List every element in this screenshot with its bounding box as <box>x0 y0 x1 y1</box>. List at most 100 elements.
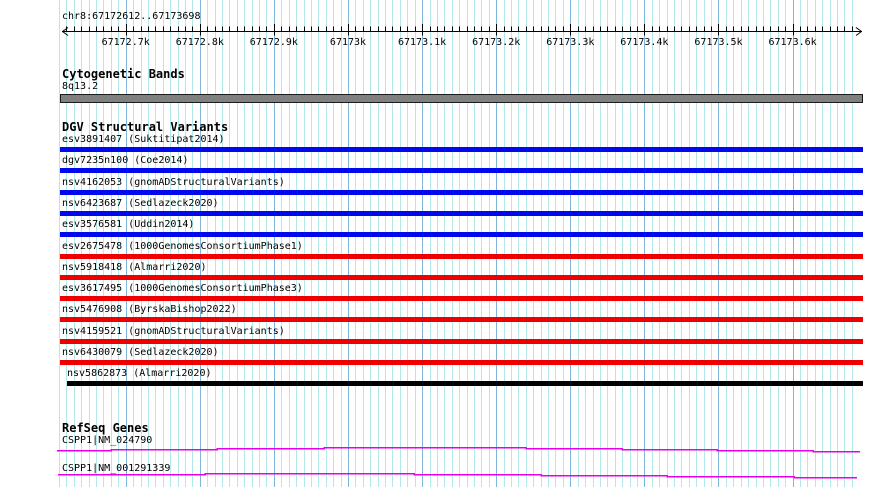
variant-bar[interactable] <box>67 381 863 386</box>
grid-minor-line <box>437 0 438 487</box>
grid-minor-line <box>192 0 193 487</box>
grid-minor-line <box>637 0 638 487</box>
grid-minor-line <box>459 0 460 487</box>
variant-bar[interactable] <box>60 232 863 237</box>
variant-label[interactable]: nsv6430079 (Sedlazeck2020) <box>62 347 219 358</box>
grid-minor-line <box>355 0 356 487</box>
grid-minor-line <box>363 0 364 487</box>
grid-major-line <box>348 0 349 487</box>
grid-minor-line <box>504 0 505 487</box>
variant-bar[interactable] <box>60 190 863 195</box>
ruler-tick-label: 67173.5k <box>694 37 743 48</box>
grid-minor-line <box>741 0 742 487</box>
ruler-right-arrow-icon <box>855 31 862 36</box>
grid-minor-line <box>296 0 297 487</box>
grid-minor-line <box>511 0 512 487</box>
variant-label[interactable]: nsv4159521 (gnomADStructuralVariants) <box>62 326 285 337</box>
grid-minor-line <box>474 0 475 487</box>
grid-minor-line <box>229 0 230 487</box>
ruler-right-arrow-icon <box>855 27 862 32</box>
grid-minor-line <box>600 0 601 487</box>
grid-minor-line <box>148 0 149 487</box>
grid-minor-line <box>467 0 468 487</box>
grid-minor-line <box>615 0 616 487</box>
grid-minor-line <box>407 0 408 487</box>
grid-minor-line <box>711 0 712 487</box>
variant-bar[interactable] <box>60 254 863 259</box>
grid-major-line <box>793 0 794 487</box>
grid-minor-line <box>341 0 342 487</box>
grid-minor-line <box>66 0 67 487</box>
grid-minor-line <box>763 0 764 487</box>
track-title-cytobands: Cytogenetic Bands <box>62 67 185 81</box>
variant-bar[interactable] <box>60 296 863 301</box>
grid-minor-line <box>733 0 734 487</box>
variant-bar[interactable] <box>60 147 863 152</box>
variant-label[interactable]: nsv5476908 (ByrskaBishop2022) <box>62 304 237 315</box>
variant-bar[interactable] <box>60 339 863 344</box>
region-label: chr8:67172612..67173698 <box>62 11 201 22</box>
ruler-tick-label: 67173.3k <box>546 37 595 48</box>
grid-minor-line <box>844 0 845 487</box>
grid-minor-line <box>430 0 431 487</box>
variant-bar[interactable] <box>60 317 863 322</box>
gene-label[interactable]: CSPP1|NM_024790 <box>62 435 153 446</box>
variant-label[interactable]: nsv5918418 (Almarri2020) <box>62 262 207 273</box>
grid-minor-line <box>578 0 579 487</box>
cytoband-bar[interactable] <box>60 94 863 103</box>
track-title-refseq: RefSeq Genes <box>62 421 149 435</box>
variant-label[interactable]: nsv6423687 (Sedlazeck2020) <box>62 198 219 209</box>
grid-minor-line <box>385 0 386 487</box>
ruler-tick-label: 67173.4k <box>620 37 669 48</box>
grid-minor-line <box>259 0 260 487</box>
variant-label[interactable]: esv3891407 (Suktitipat2014) <box>62 134 225 145</box>
grid-minor-line <box>89 0 90 487</box>
variant-label[interactable]: nsv5862873 (Almarri2020) <box>67 368 212 379</box>
grid-minor-line <box>59 0 60 487</box>
grid-minor-line <box>170 0 171 487</box>
grid-minor-line <box>207 0 208 487</box>
gene-label[interactable]: CSPP1|NM_001291339 <box>62 463 171 474</box>
grid-minor-line <box>304 0 305 487</box>
variant-bar[interactable] <box>60 168 863 173</box>
variant-label[interactable]: nsv4162053 (gnomADStructuralVariants) <box>62 177 285 188</box>
ruler-tick-label: 67172.8k <box>175 37 224 48</box>
variant-bar[interactable] <box>60 360 863 365</box>
grid-minor-line <box>215 0 216 487</box>
grid-minor-line <box>541 0 542 487</box>
ruler-tick-label: 67173.6k <box>768 37 817 48</box>
grid-minor-line <box>704 0 705 487</box>
grid-minor-line <box>822 0 823 487</box>
cytoband-label[interactable]: 8q13.2 <box>62 81 99 92</box>
grid-minor-line <box>593 0 594 487</box>
grid-minor-line <box>533 0 534 487</box>
ruler-tick-label: 67172.9k <box>249 37 298 48</box>
variant-bar[interactable] <box>60 275 863 280</box>
variant-label[interactable]: dgv7235n100 (Coe2014) <box>62 155 189 166</box>
grid-minor-line <box>185 0 186 487</box>
grid-major-line <box>126 0 127 487</box>
variant-label[interactable]: esv3617495 (1000GenomesConsortiumPhase3) <box>62 283 303 294</box>
grid-minor-line <box>222 0 223 487</box>
grid-minor-line <box>392 0 393 487</box>
variant-bar[interactable] <box>60 211 863 216</box>
grid-minor-line <box>133 0 134 487</box>
variant-label[interactable]: esv3576581 (Uddin2014) <box>62 219 195 230</box>
grid-major-line <box>644 0 645 487</box>
grid-minor-line <box>652 0 653 487</box>
grid-minor-line <box>118 0 119 487</box>
grid-major-line <box>200 0 201 487</box>
grid-minor-line <box>178 0 179 487</box>
grid-minor-line <box>400 0 401 487</box>
grid-minor-line <box>837 0 838 487</box>
grid-minor-line <box>607 0 608 487</box>
grid-minor-line <box>244 0 245 487</box>
grid-minor-line <box>681 0 682 487</box>
grid-minor-line <box>778 0 779 487</box>
grid-minor-line <box>548 0 549 487</box>
grid-major-line <box>274 0 275 487</box>
grid-minor-line <box>585 0 586 487</box>
grid-minor-line <box>326 0 327 487</box>
variant-label[interactable]: esv2675478 (1000GenomesConsortiumPhase1) <box>62 241 303 252</box>
grid-major-line <box>570 0 571 487</box>
